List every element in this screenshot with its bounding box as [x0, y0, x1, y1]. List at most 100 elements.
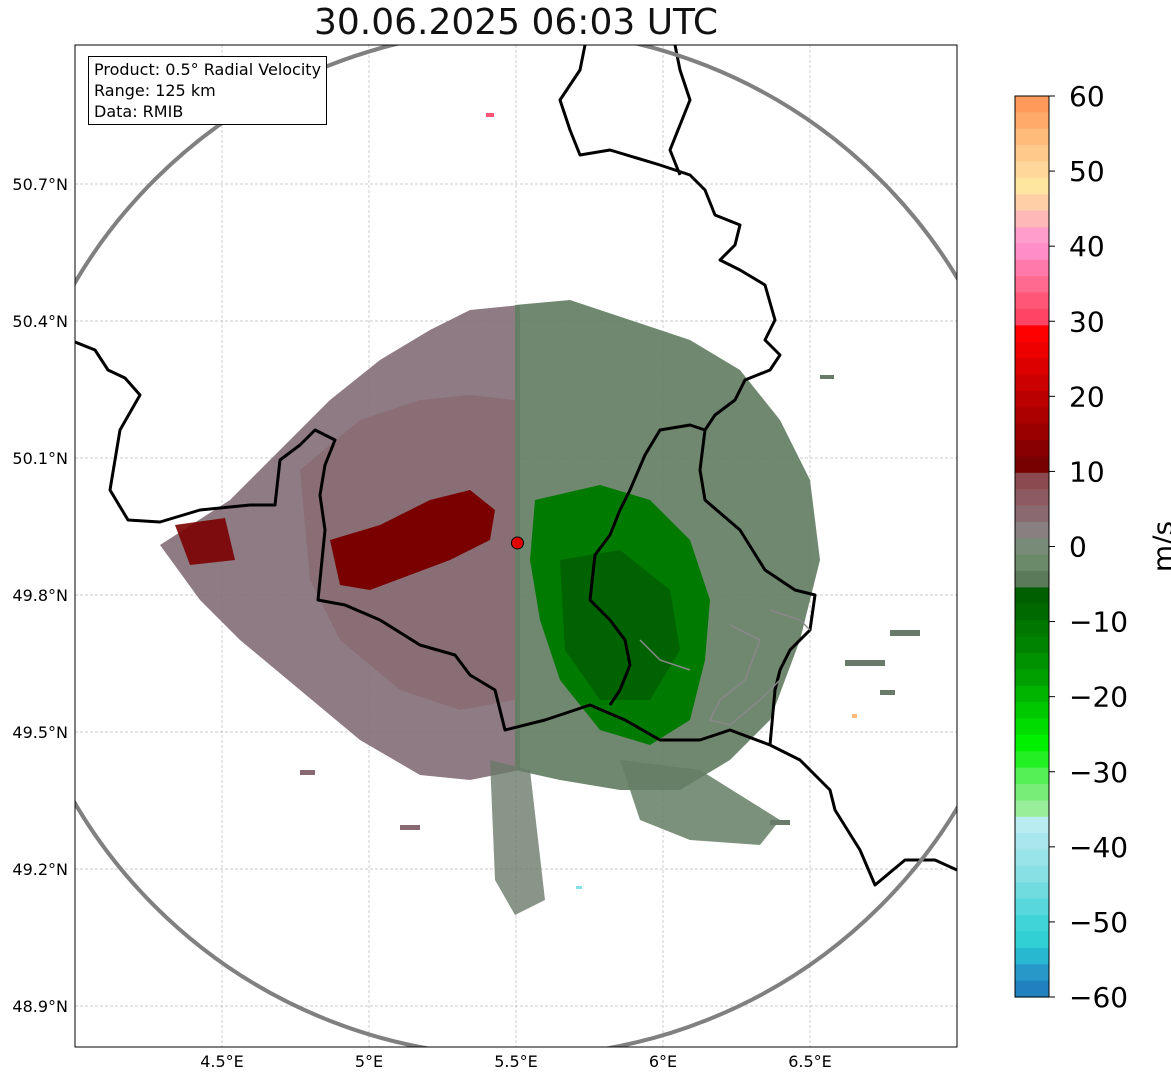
colorbar-segment [1015, 341, 1049, 359]
plot-frame [74, 44, 958, 1048]
border-germany-north [558, 45, 782, 431]
colorbar-segment [1015, 472, 1049, 490]
colorbar-tick-labels: 60 50 40 30 20 10 0 −10 −20 −30 −40 −50 −60 [1049, 80, 1128, 1014]
colorbar-tick-label: 10 [1069, 455, 1105, 488]
country-borders [75, 45, 957, 887]
province-borders [639, 609, 811, 726]
product-info-box: Product: 0.5° Radial Velocity Range: 125… [88, 56, 328, 125]
radar-site-marker[interactable] [510, 536, 524, 550]
colorbar-segment [1015, 603, 1049, 621]
colorbar-segment [1015, 652, 1049, 670]
echo-south-finger [490, 760, 545, 915]
colorbar-tick-label: 40 [1069, 230, 1105, 263]
lat-tick-label: 50.4°N [12, 312, 68, 331]
colorbar-segment [1015, 374, 1049, 392]
colorbar-segment [1015, 112, 1049, 130]
colorbar-segment [1015, 96, 1049, 113]
lon-tick-label: 6.5°E [788, 1052, 832, 1071]
lat-tick-label: 49.8°N [12, 586, 68, 605]
lon-tick-label: 5°E [355, 1052, 383, 1071]
echo-south-tail [620, 760, 780, 845]
colorbar-segment [1015, 734, 1049, 752]
colorbar-tick-label: 20 [1069, 380, 1105, 413]
colorbar-tick-label: 30 [1069, 305, 1105, 338]
colorbar-segment [1015, 358, 1049, 376]
colorbar-tick-label: −30 [1069, 756, 1128, 789]
colorbar-segment [1015, 227, 1049, 245]
colorbar-segment [1015, 767, 1049, 785]
colorbar-segment [1015, 440, 1049, 457]
border-belgium-france-west [75, 340, 957, 887]
echo-speck-pink [486, 113, 494, 117]
border-germany-north-2 [668, 45, 692, 176]
colorbar [1014, 95, 1050, 998]
echo-outbound-core [330, 490, 495, 590]
colorbar-segment [1015, 325, 1049, 343]
echo-speckle [300, 375, 920, 830]
colorbar-segment [1015, 669, 1049, 687]
border-germany-east [698, 429, 817, 746]
colorbar-segment [1015, 161, 1049, 179]
colorbar-segment [1015, 980, 1049, 998]
colorbar-segment [1015, 128, 1049, 146]
colorbar-segment [1015, 620, 1049, 638]
lat-tick-label: 48.9°N [12, 997, 68, 1016]
colorbar-segment [1015, 554, 1049, 572]
colorbar-segment [1015, 505, 1049, 523]
colorbar-tick-label: −50 [1069, 906, 1128, 939]
colorbar-segment [1015, 456, 1049, 474]
colorbar-segment [1015, 636, 1049, 654]
colorbar-segment [1015, 571, 1049, 589]
colorbar-tick-label: −60 [1069, 981, 1128, 1014]
colorbar-segment [1015, 931, 1049, 949]
colorbar-segment [1015, 521, 1049, 539]
colorbar-segment [1015, 898, 1049, 916]
product-label: Product: 0.5° Radial Velocity [94, 60, 322, 79]
colorbar-tick-label: 60 [1069, 80, 1105, 113]
border-luxembourg [588, 423, 706, 706]
echo-speck-orange [852, 714, 857, 718]
colorbar-unit-label: m/s [1146, 520, 1171, 573]
colorbar-segment [1015, 849, 1049, 867]
colorbar-segment [1015, 751, 1049, 769]
colorbar-segment [1015, 816, 1049, 834]
lon-tick-label: 5.5°E [494, 1052, 538, 1071]
colorbar-segment [1015, 538, 1049, 556]
echo-speck-cyan [576, 886, 582, 889]
colorbar-tick-label: −40 [1069, 831, 1128, 864]
colorbar-segment [1015, 177, 1049, 195]
colorbar-segment [1015, 800, 1049, 818]
lon-tick-label: 6°E [649, 1052, 677, 1071]
colorbar-segment [1015, 390, 1049, 408]
colorbar-segment [1015, 685, 1049, 703]
colorbar-segment [1015, 865, 1049, 883]
colorbar-segment [1015, 882, 1049, 900]
colorbar-segment [1015, 833, 1049, 851]
echo-outbound-west [175, 518, 235, 565]
colorbar-segment [1015, 947, 1049, 965]
colorbar-segment [1015, 587, 1049, 605]
lon-tick-label: 4.5°E [200, 1052, 244, 1071]
longitude-tick-labels: 4.5°E 5°E 5.5°E 6°E 6.5°E [200, 1052, 832, 1071]
colorbar-segment [1015, 718, 1049, 736]
colorbar-segment [1015, 210, 1049, 228]
colorbar-segment [1015, 964, 1049, 982]
colorbar-segment [1015, 915, 1049, 933]
colorbar-tick-label: 50 [1069, 155, 1105, 188]
colorbar-segment [1015, 194, 1049, 212]
data-source-label: Data: RMIB [94, 102, 184, 121]
colorbar-segment [1015, 489, 1049, 507]
map-title: 30.06.2025 06:03 UTC [313, 2, 719, 43]
colorbar-segment [1015, 702, 1049, 720]
colorbar-tick-label: −20 [1069, 681, 1128, 714]
range-label: Range: 125 km [94, 81, 216, 100]
colorbar-segment [1015, 423, 1049, 441]
colorbar-segment [1015, 407, 1049, 425]
lat-tick-label: 49.5°N [12, 723, 68, 742]
colorbar-tick-label: −10 [1069, 606, 1128, 639]
colorbar-segment [1015, 292, 1049, 310]
colorbar-segment [1015, 276, 1049, 294]
colorbar-segment [1015, 145, 1049, 163]
colorbar-tick-label: 0 [1069, 531, 1087, 564]
